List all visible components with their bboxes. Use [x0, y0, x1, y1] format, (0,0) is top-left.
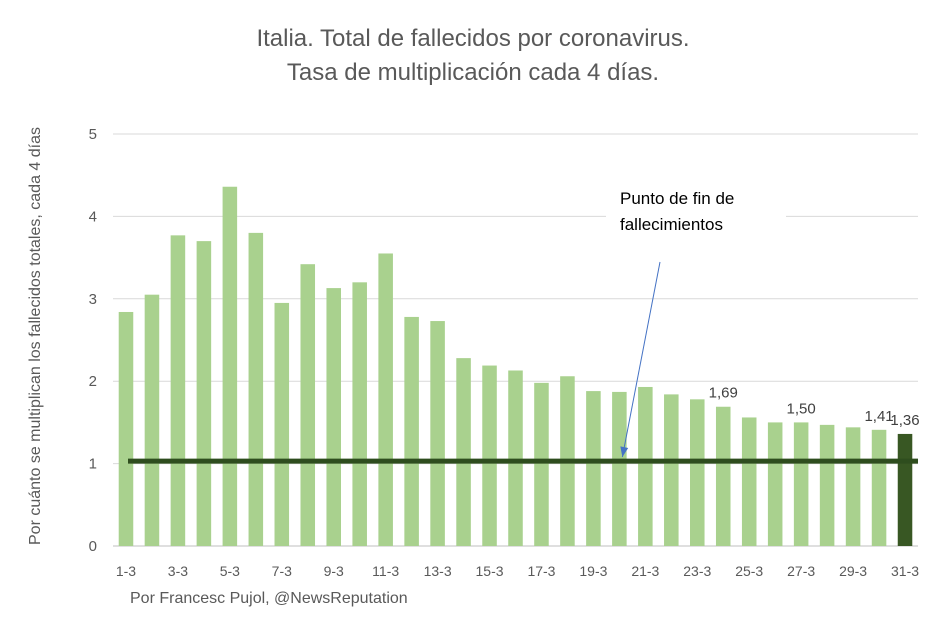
x-tick-label: 25-3 [735, 563, 763, 579]
x-tick-label: 29-3 [839, 563, 867, 579]
bar [378, 253, 393, 547]
bar [430, 321, 445, 546]
y-tick-label: 1 [89, 456, 97, 473]
x-tick-label: 27-3 [787, 563, 815, 579]
x-tick-label: 21-3 [631, 563, 659, 579]
bars [118, 186, 913, 547]
bar [118, 311, 134, 546]
annotation-arrow-line [621, 261, 661, 458]
chart-title-line: Tasa de multiplicación cada 4 días. [287, 59, 659, 86]
y-tick-label: 2 [89, 373, 97, 390]
bar [819, 424, 835, 546]
data-label: 1,41 [864, 408, 893, 425]
bar [612, 391, 627, 546]
bar [664, 394, 679, 546]
annotation-arrowhead [620, 446, 629, 458]
x-tick-label: 11-3 [372, 563, 399, 579]
x-tick-label: 5-3 [220, 563, 240, 579]
bar [690, 399, 705, 546]
bar [586, 391, 601, 546]
bar [196, 241, 212, 546]
bar [326, 288, 341, 546]
x-tick-label: 1-3 [116, 563, 136, 579]
y-tick-label: 4 [89, 208, 97, 225]
credit-text: Por Francesc Pujol, @NewsReputation [130, 590, 408, 607]
x-tick-label: 19-3 [579, 563, 607, 579]
x-tick-label: 9-3 [324, 563, 344, 579]
annotation-background [606, 184, 786, 240]
bar [144, 294, 160, 546]
x-tick-label: 13-3 [424, 563, 452, 579]
y-axis-label: Por cuánto se multiplican los fallecidos… [27, 127, 44, 545]
bar [274, 302, 290, 546]
data-labels: 1,69 1,50 1,411,36 [709, 385, 920, 429]
annotation: Punto de fin de fallecimientos [606, 184, 786, 458]
data-label: 1,69 [709, 385, 738, 402]
x-axis-ticks: 1-3 3-3 5-3 7-3 9-3 11-3 13-3 15-3 17-3 19-3 21-3 2… [116, 563, 919, 579]
bar [508, 370, 523, 546]
bar [793, 422, 809, 546]
x-tick-label: 23-3 [683, 563, 711, 579]
annotation-text: Punto de fin de [620, 189, 734, 208]
bar [741, 417, 757, 546]
annotation-text: fallecimientos [620, 215, 723, 234]
x-tick-label: 7-3 [272, 563, 292, 579]
bar-highlight [897, 433, 913, 546]
chart-title: Italia. Total de fallecidos por coronavi… [256, 25, 689, 86]
bar [404, 316, 419, 546]
y-tick-label: 0 [89, 538, 97, 555]
bar [715, 406, 731, 546]
x-tick-label: 15-3 [476, 563, 504, 579]
data-label: 1,50 [787, 400, 816, 417]
bar [300, 264, 316, 546]
data-label: 1,36 [890, 412, 919, 429]
bar [456, 358, 471, 546]
x-tick-label: 17-3 [527, 563, 555, 579]
y-axis-ticks: 0 1 2 3 4 5 [89, 126, 97, 555]
bar [248, 232, 264, 546]
bar [534, 382, 549, 546]
bar [170, 235, 186, 547]
x-tick-label: 3-3 [168, 563, 188, 579]
bar [638, 386, 653, 546]
bar [845, 427, 861, 546]
bar [767, 422, 783, 546]
chart-title-line: Italia. Total de fallecidos por coronavi… [256, 25, 689, 52]
bar [352, 282, 367, 546]
bar [222, 186, 238, 546]
x-tick-label: 31-3 [891, 563, 919, 579]
y-tick-label: 5 [89, 126, 97, 143]
bar [871, 429, 887, 546]
bar [482, 365, 497, 546]
y-tick-label: 3 [89, 291, 97, 308]
